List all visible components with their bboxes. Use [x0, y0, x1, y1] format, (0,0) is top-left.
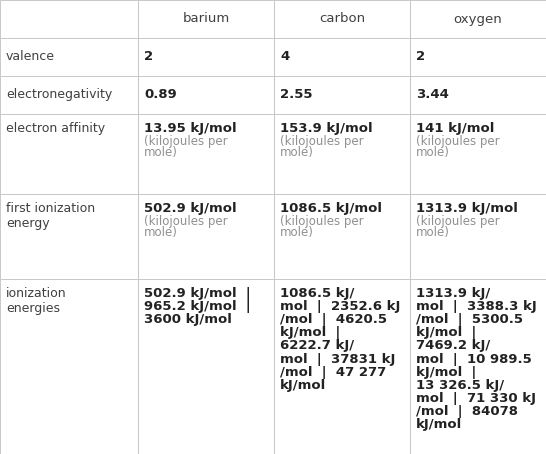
Text: 965.2 kJ/mol  |: 965.2 kJ/mol |	[144, 300, 251, 313]
Text: /mol  |  47 277: /mol | 47 277	[280, 365, 386, 379]
Bar	[274, 114, 410, 194]
Bar	[410, 194, 546, 279]
Text: 2: 2	[144, 50, 153, 63]
Bar	[0, 194, 138, 279]
Text: 502.9 kJ/mol: 502.9 kJ/mol	[144, 202, 236, 215]
Text: /mol  |  84078: /mol | 84078	[416, 405, 518, 418]
Text: kJ/mol  |: kJ/mol |	[416, 365, 476, 379]
Bar	[138, 76, 274, 114]
Text: mole): mole)	[416, 227, 450, 239]
Bar	[0, 0, 138, 38]
Bar	[0, 279, 138, 454]
Text: oxygen: oxygen	[454, 13, 502, 25]
Text: mole): mole)	[416, 146, 450, 159]
Text: 153.9 kJ/mol: 153.9 kJ/mol	[280, 122, 372, 135]
Text: electron affinity: electron affinity	[6, 122, 105, 135]
Bar	[0, 38, 138, 76]
Bar	[138, 0, 274, 38]
Text: /mol  |  4620.5: /mol | 4620.5	[280, 313, 387, 326]
Text: (kilojoules per: (kilojoules per	[144, 135, 228, 148]
Text: 1086.5 kJ/: 1086.5 kJ/	[280, 287, 354, 300]
Bar	[0, 76, 138, 114]
Bar	[274, 0, 410, 38]
Text: valence: valence	[6, 50, 55, 63]
Bar	[138, 38, 274, 76]
Bar	[410, 38, 546, 76]
Text: barium: barium	[182, 13, 230, 25]
Text: electronegativity: electronegativity	[6, 88, 112, 101]
Text: (kilojoules per: (kilojoules per	[416, 135, 500, 148]
Text: first ionization
energy: first ionization energy	[6, 202, 95, 230]
Text: (kilojoules per: (kilojoules per	[416, 215, 500, 228]
Bar	[274, 76, 410, 114]
Bar	[410, 279, 546, 454]
Text: mol  |  3388.3 kJ: mol | 3388.3 kJ	[416, 300, 537, 313]
Text: kJ/mol  |: kJ/mol |	[280, 326, 340, 339]
Text: 7469.2 kJ/: 7469.2 kJ/	[416, 340, 490, 352]
Text: mol  |  37831 kJ: mol | 37831 kJ	[280, 353, 395, 365]
Text: mol  |  10 989.5: mol | 10 989.5	[416, 353, 532, 365]
Text: 1086.5 kJ/mol: 1086.5 kJ/mol	[280, 202, 382, 215]
Bar	[138, 114, 274, 194]
Text: mole): mole)	[144, 227, 178, 239]
Text: mole): mole)	[280, 227, 314, 239]
Text: mol  |  2352.6 kJ: mol | 2352.6 kJ	[280, 300, 400, 313]
Bar	[410, 0, 546, 38]
Bar	[138, 279, 274, 454]
Text: 2.55: 2.55	[280, 88, 312, 101]
Text: carbon: carbon	[319, 13, 365, 25]
Text: kJ/mol: kJ/mol	[280, 379, 327, 392]
Text: 1313.9 kJ/mol: 1313.9 kJ/mol	[416, 202, 518, 215]
Text: 3600 kJ/mol: 3600 kJ/mol	[144, 313, 232, 326]
Bar	[0, 114, 138, 194]
Text: mol  |  71 330 kJ: mol | 71 330 kJ	[416, 392, 536, 405]
Text: 4: 4	[280, 50, 289, 63]
Text: 13.95 kJ/mol: 13.95 kJ/mol	[144, 122, 236, 135]
Bar	[410, 114, 546, 194]
Text: (kilojoules per: (kilojoules per	[280, 215, 364, 228]
Bar	[274, 279, 410, 454]
Text: (kilojoules per: (kilojoules per	[280, 135, 364, 148]
Text: 141 kJ/mol: 141 kJ/mol	[416, 122, 494, 135]
Text: /mol  |  5300.5: /mol | 5300.5	[416, 313, 523, 326]
Bar	[138, 194, 274, 279]
Text: 0.89: 0.89	[144, 88, 177, 101]
Text: 6222.7 kJ/: 6222.7 kJ/	[280, 340, 354, 352]
Text: 1313.9 kJ/: 1313.9 kJ/	[416, 287, 490, 300]
Text: kJ/mol: kJ/mol	[416, 418, 462, 431]
Text: kJ/mol  |: kJ/mol |	[416, 326, 476, 339]
Text: mole): mole)	[280, 146, 314, 159]
Bar	[274, 194, 410, 279]
Text: mole): mole)	[144, 146, 178, 159]
Text: 2: 2	[416, 50, 425, 63]
Text: (kilojoules per: (kilojoules per	[144, 215, 228, 228]
Text: 3.44: 3.44	[416, 88, 449, 101]
Text: 502.9 kJ/mol  |: 502.9 kJ/mol |	[144, 287, 251, 300]
Bar	[274, 38, 410, 76]
Text: 13 326.5 kJ/: 13 326.5 kJ/	[416, 379, 504, 392]
Text: ionization
energies: ionization energies	[6, 287, 67, 315]
Bar	[410, 76, 546, 114]
